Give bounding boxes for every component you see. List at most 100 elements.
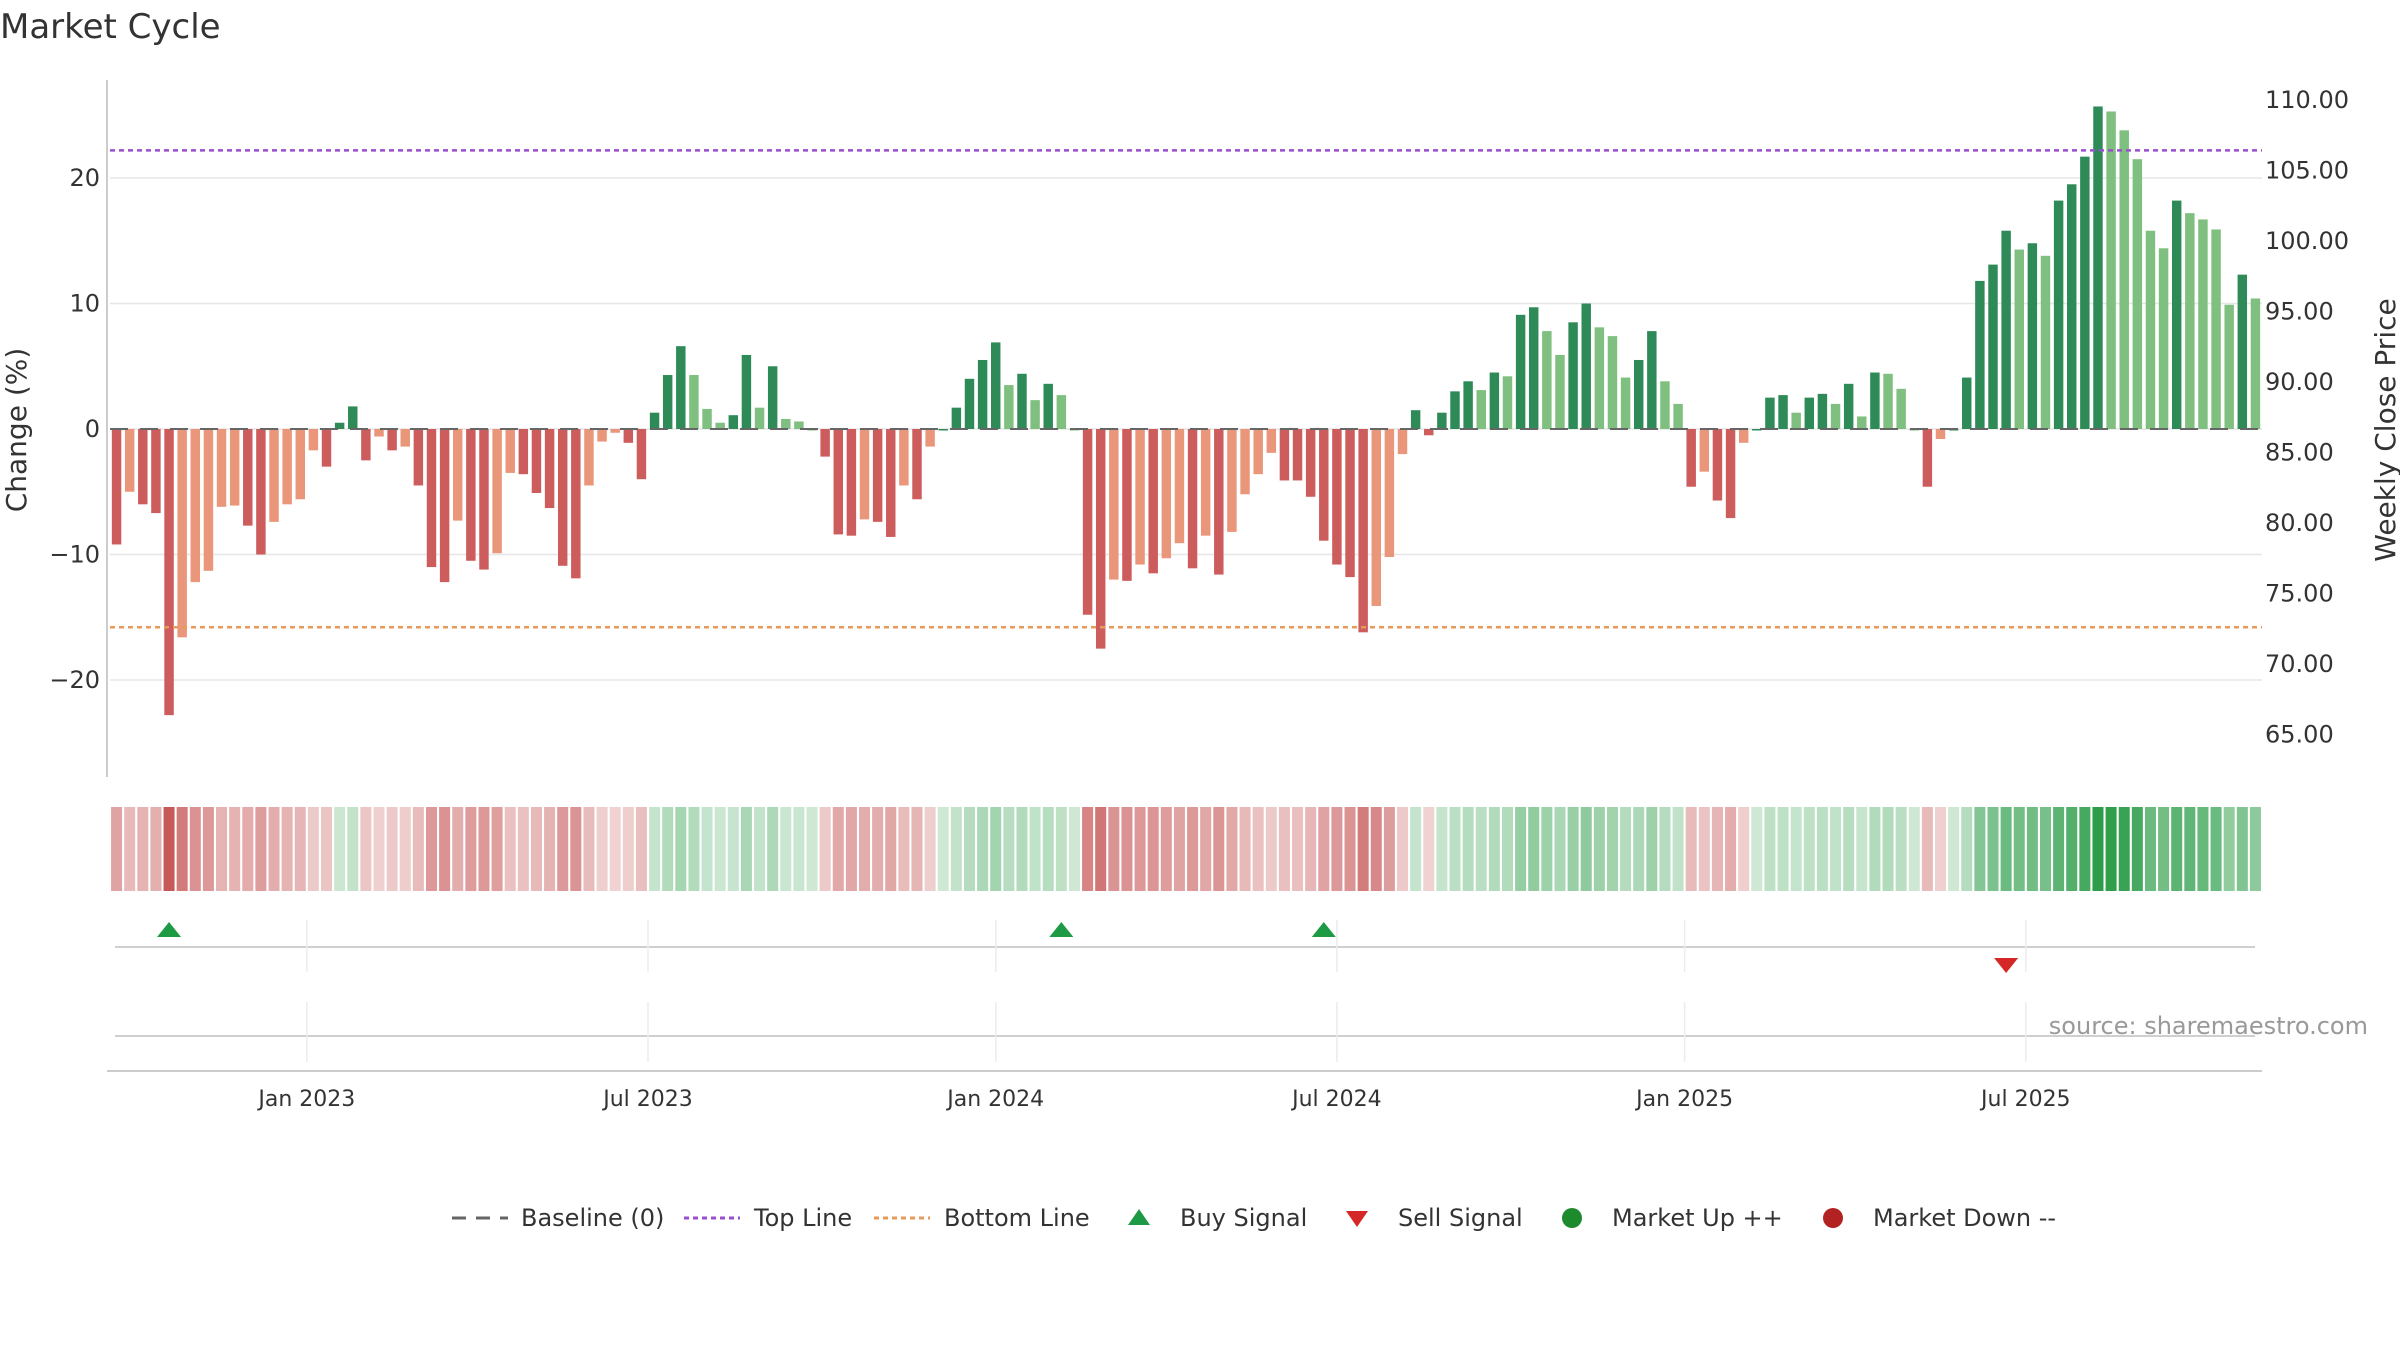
legend-dot-icon	[1562, 1208, 1582, 1228]
change-bar	[2145, 230, 2156, 429]
change-bar	[361, 429, 371, 461]
heat-cell	[675, 807, 687, 891]
change-bar	[1542, 331, 1552, 429]
change-bar	[1345, 429, 1355, 578]
heat-cell	[1160, 807, 1172, 891]
heat-cell	[2197, 807, 2209, 891]
change-bar	[1187, 429, 1198, 569]
heat-cell	[202, 807, 214, 891]
heat-cell	[360, 807, 372, 891]
change-bar	[912, 429, 922, 500]
heat-cell	[1672, 807, 1684, 891]
heat-cell	[268, 807, 280, 891]
heat-cell	[452, 807, 464, 891]
heat-cell	[963, 807, 975, 891]
change-bar	[1476, 390, 1486, 429]
change-bar	[1896, 388, 1906, 429]
change-bar	[1161, 429, 1172, 559]
heat-cell	[1147, 807, 1159, 891]
heat-cell	[2118, 807, 2130, 891]
heat-cell	[819, 807, 831, 891]
date-tick-label: Jul 2024	[1290, 1087, 1382, 1112]
legend-buy-triangle-icon	[1128, 1209, 1150, 1225]
change-bar	[1332, 429, 1342, 565]
change-bar	[767, 366, 778, 429]
change-bar	[1712, 429, 1723, 501]
change-bar	[1686, 429, 1696, 487]
heat-cell	[635, 807, 647, 891]
date-tick-label: Jul 2023	[601, 1087, 693, 1112]
change-bar	[466, 429, 476, 561]
heat-cell	[1869, 807, 1881, 891]
right-tick-label: 90.00	[2265, 368, 2334, 396]
heat-cell	[1764, 807, 1776, 891]
change-bar	[1817, 393, 1828, 429]
change-bar	[321, 429, 332, 467]
change-bar	[1122, 429, 1132, 581]
change-bar	[426, 429, 437, 568]
heat-cell	[950, 807, 962, 891]
change-bar	[1463, 381, 1473, 429]
heat-cell	[1226, 807, 1238, 891]
change-bar	[1200, 429, 1211, 536]
heat-cell	[1239, 807, 1251, 891]
heat-cell	[1633, 807, 1645, 891]
left-axis-label: Change (%)	[0, 348, 33, 513]
heat-cell	[2223, 807, 2235, 891]
change-bar	[1568, 322, 1578, 429]
change-bar	[899, 429, 909, 486]
change-bar	[1752, 429, 1762, 431]
heat-cell	[1987, 807, 1999, 891]
change-bar	[951, 407, 962, 429]
heat-cell	[321, 807, 333, 891]
heat-cell	[1331, 807, 1343, 891]
heat-cell	[1711, 807, 1723, 891]
change-bar	[715, 422, 725, 429]
change-bar	[531, 429, 542, 494]
left-tick-label: 10	[69, 290, 100, 318]
change-bar	[1515, 314, 1526, 429]
heat-cell	[990, 807, 1002, 891]
change-bar	[164, 429, 174, 716]
change-bar	[2001, 230, 2011, 429]
heat-cell	[1436, 807, 1448, 891]
heat-cell	[872, 807, 884, 891]
change-bar	[203, 429, 214, 571]
heat-cell	[1383, 807, 1395, 891]
change-bar	[1830, 403, 1841, 429]
change-bar	[1673, 403, 1683, 429]
change-bar	[1791, 412, 1801, 429]
heat-cell	[2000, 807, 2012, 891]
heat-cell	[859, 807, 871, 891]
change-bar	[1305, 429, 1316, 497]
change-bar	[1975, 280, 1985, 429]
heat-cell	[832, 807, 844, 891]
change-bar	[1962, 377, 1972, 429]
change-bar	[1765, 397, 1775, 429]
change-bar	[1253, 429, 1263, 475]
heat-cell	[307, 807, 319, 891]
heat-cell	[780, 807, 792, 891]
heat-cell	[1003, 807, 1015, 891]
heat-cell	[373, 807, 385, 891]
heat-cell	[504, 807, 516, 891]
change-bar	[479, 429, 489, 570]
heat-cell	[1541, 807, 1553, 891]
right-tick-label: 70.00	[2265, 650, 2334, 678]
change-bar	[1450, 391, 1460, 429]
heat-cell	[425, 807, 437, 891]
heat-cell	[662, 807, 674, 891]
heat-cell	[1725, 807, 1737, 891]
heat-cell	[1068, 807, 1080, 891]
change-bar	[991, 342, 1001, 429]
change-bar	[1056, 395, 1067, 429]
heat-cell	[1685, 807, 1697, 891]
heat-cell	[557, 807, 569, 891]
heat-cell	[1082, 807, 1094, 891]
change-bar	[2014, 249, 2024, 429]
change-bar	[256, 429, 266, 555]
change-bar	[676, 346, 686, 429]
heat-cell	[412, 807, 424, 891]
signal-panel	[115, 920, 2255, 973]
